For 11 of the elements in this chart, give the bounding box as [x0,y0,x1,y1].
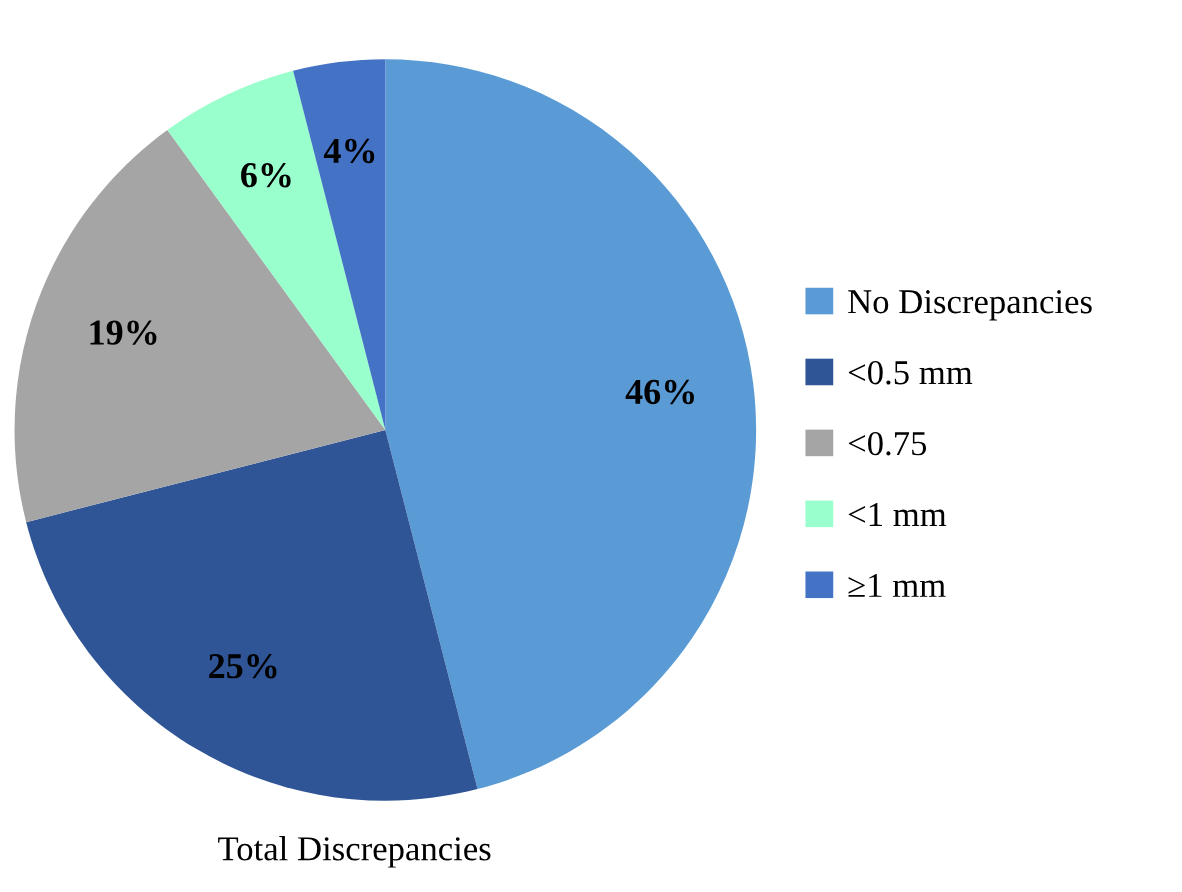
data-label: 25% [209,653,277,679]
legend-label: ≥1 mm [848,573,946,597]
legend-label: <1 mm [848,502,947,526]
data-label: 46% [625,379,694,405]
legend-label: <0.75 [848,431,927,456]
text: Total Discrepancies [218,836,491,868]
data-label: 19% [90,320,157,345]
data-label: 4% [323,138,375,164]
legend-label: <0.5 mm [848,360,973,385]
legend-label: No Discrepancies [848,290,1092,321]
data-label: 6% [241,162,291,188]
